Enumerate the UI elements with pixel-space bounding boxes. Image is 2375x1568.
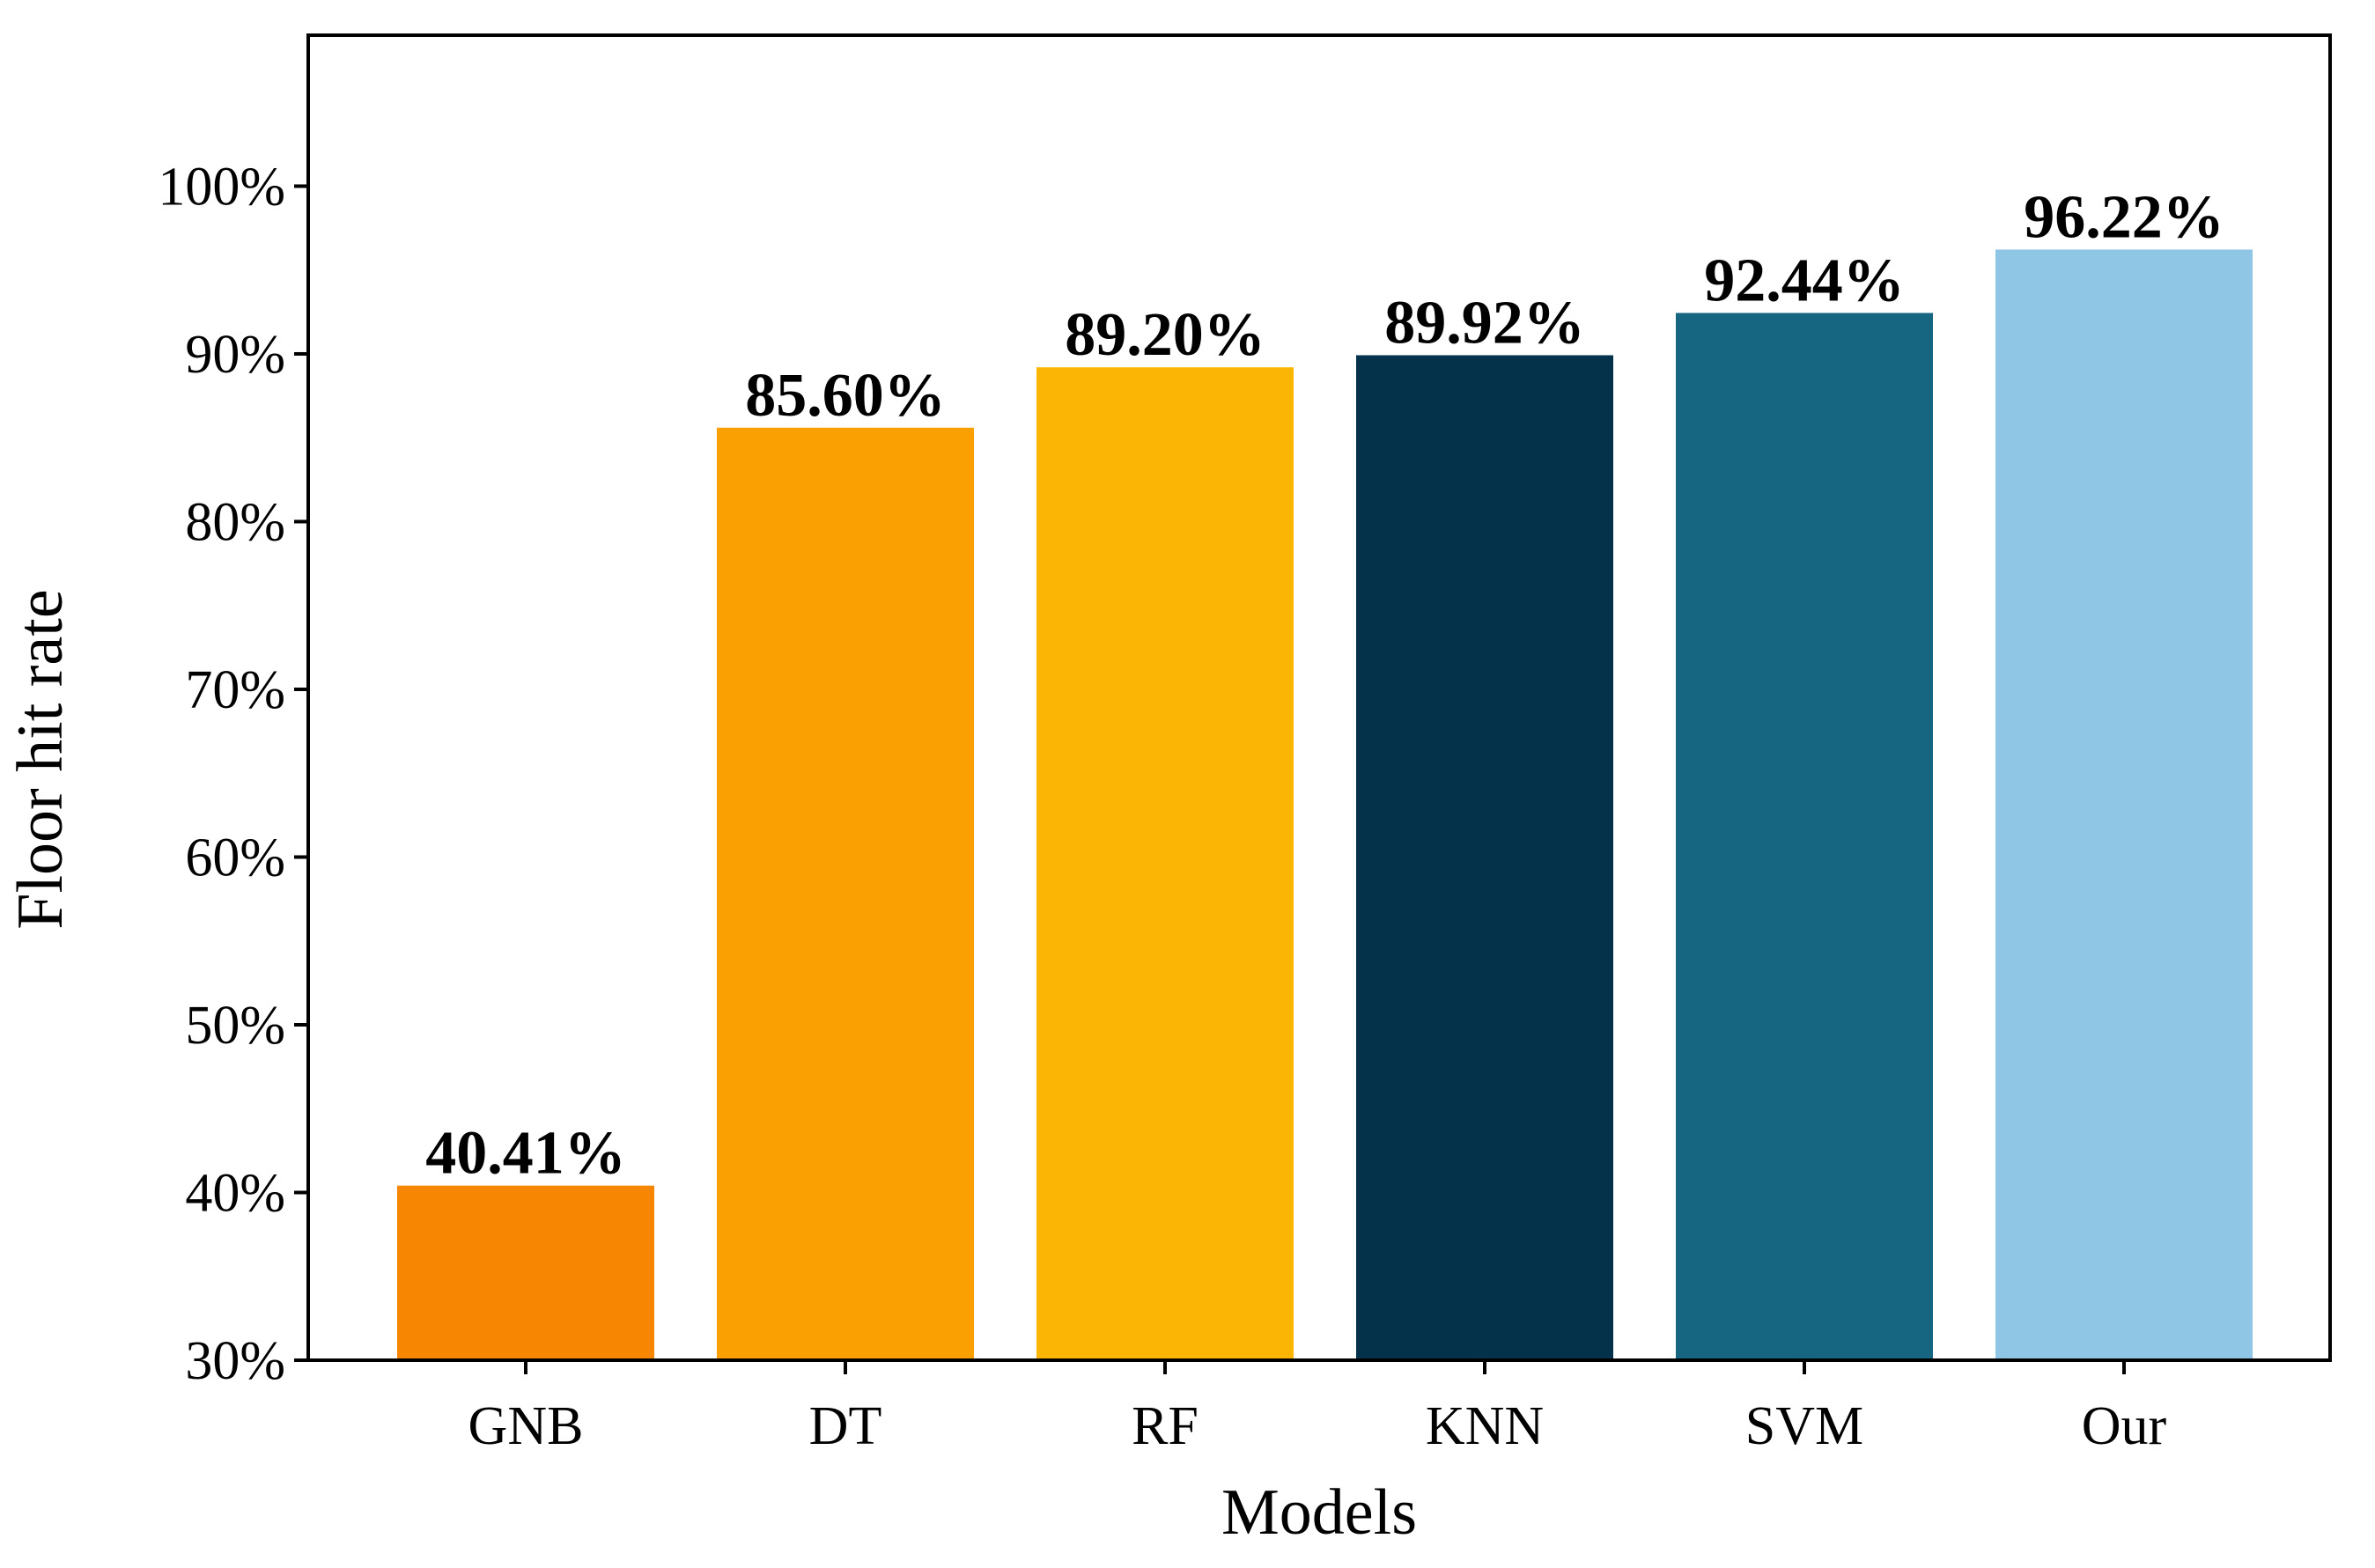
data-label-knn: 89.92% bbox=[1384, 289, 1585, 357]
plot-frame bbox=[306, 33, 2332, 1362]
x-tick-label: Our bbox=[2082, 1396, 2167, 1456]
y-tick-label: 60% bbox=[185, 828, 285, 887]
x-axis-ticks: GNB DT RF KNN SVM Our bbox=[468, 1360, 2167, 1456]
y-tick-label: 30% bbox=[185, 1331, 285, 1391]
bar-gnb bbox=[397, 1185, 654, 1360]
y-axis-title: Floor hit rate bbox=[4, 589, 77, 929]
data-label-svm: 92.44% bbox=[1704, 247, 1905, 314]
y-tick-label: 50% bbox=[185, 996, 285, 1056]
x-tick-label: GNB bbox=[468, 1396, 584, 1456]
x-tick-label: RF bbox=[1132, 1396, 1199, 1456]
bar-rf bbox=[1036, 367, 1294, 1361]
x-tick-label: SVM bbox=[1745, 1396, 1863, 1456]
y-tick-label: 90% bbox=[185, 325, 285, 385]
bar-knn bbox=[1356, 355, 1613, 1360]
x-axis-title: Models bbox=[1221, 1476, 1417, 1549]
data-label-rf: 89.20% bbox=[1065, 301, 1265, 369]
data-label-gnb: 40.41% bbox=[425, 1120, 626, 1188]
bar-series bbox=[397, 249, 2253, 1361]
x-tick-label: DT bbox=[809, 1396, 882, 1456]
bar-our bbox=[1995, 249, 2253, 1361]
y-tick-label: 70% bbox=[185, 660, 285, 720]
y-tick-label: 40% bbox=[185, 1163, 285, 1223]
bar-dt bbox=[717, 427, 974, 1361]
y-tick-label: 100% bbox=[158, 157, 285, 217]
bar-svm bbox=[1676, 313, 1933, 1360]
y-axis-ticks: 30% 40% 50% 60% 70% 80% 90% 100% bbox=[158, 157, 308, 1391]
data-label-our: 96.22% bbox=[2024, 183, 2224, 251]
data-label-dt: 85.60% bbox=[745, 362, 946, 430]
data-labels: 40.41% 85.60% 89.20% 89.92% 92.44% 96.22% bbox=[425, 183, 2224, 1187]
x-tick-label: KNN bbox=[1426, 1396, 1544, 1456]
y-tick-label: 80% bbox=[185, 492, 285, 552]
